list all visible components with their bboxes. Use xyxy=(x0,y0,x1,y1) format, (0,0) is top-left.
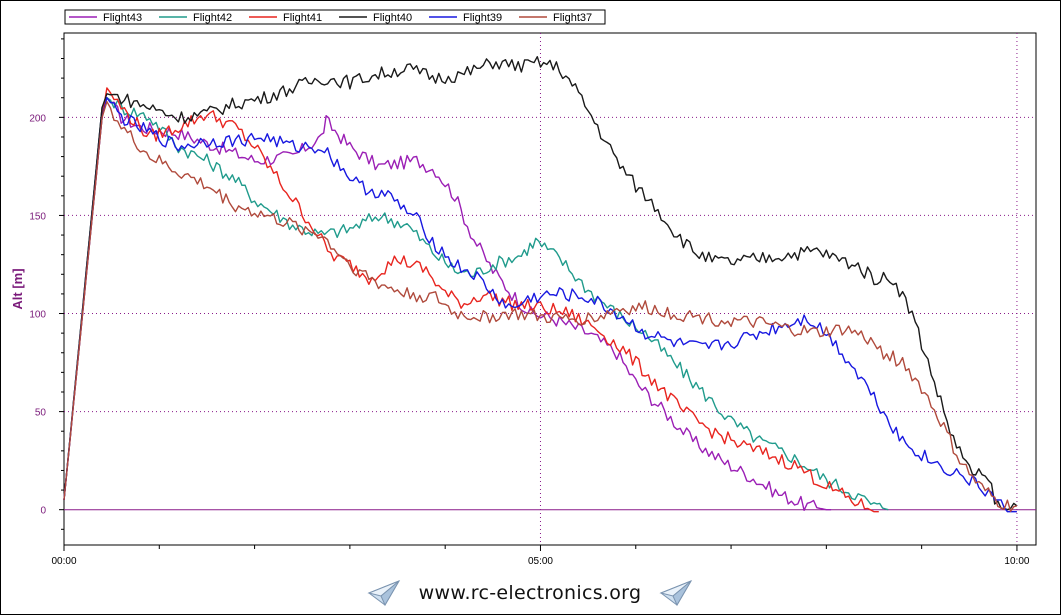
legend-item-flight43[interactable]: Flight43 xyxy=(103,12,142,24)
footer-banner: www.rc-electronics.org xyxy=(360,573,700,613)
legend-item-flight41[interactable]: Flight41 xyxy=(283,12,322,24)
legend-box xyxy=(64,9,606,25)
series-line-flight42 xyxy=(63,96,889,511)
series-line-flight43 xyxy=(63,96,832,511)
y-tick-label: 50 xyxy=(35,408,47,419)
y-tick-label: 0 xyxy=(40,506,46,517)
series-line-flight41 xyxy=(63,87,879,513)
plot-area xyxy=(63,32,1037,546)
legend[interactable]: Flight43 Flight42 Flight41 Flight40 Flight39… xyxy=(64,9,606,25)
legend-item-flight40[interactable]: Flight40 xyxy=(373,12,412,24)
series-line-flight39 xyxy=(63,96,1017,513)
series-lines xyxy=(63,56,1018,513)
grid-lines xyxy=(64,33,1036,545)
legend-item-flight39[interactable]: Flight39 xyxy=(463,12,502,24)
website-url[interactable]: www.rc-electronics.org xyxy=(418,582,642,604)
y-tick-label: 150 xyxy=(29,211,46,222)
paper-plane-icon xyxy=(367,579,400,607)
y-axis-label: Alt [m] xyxy=(10,268,25,309)
x-tick-label: 10:00 xyxy=(1004,556,1029,567)
y-tick-label: 100 xyxy=(29,310,46,321)
altitude-chart: 0 50 100 150 200 00:00 05:00 10:00 Alt [m] Flig… xyxy=(10,9,1037,567)
axis-ticks: 0 50 100 150 200 00:00 05:00 10:00 xyxy=(29,38,1030,567)
series-line-flight37 xyxy=(63,100,1018,512)
legend-item-flight37[interactable]: Flight37 xyxy=(553,12,592,24)
x-tick-label: 00:00 xyxy=(51,556,76,567)
series-line-flight40 xyxy=(63,56,1018,511)
x-tick-label: 05:00 xyxy=(528,556,553,567)
y-tick-label: 200 xyxy=(29,113,46,124)
paper-plane-icon xyxy=(659,579,693,607)
legend-item-flight42[interactable]: Flight42 xyxy=(193,12,232,24)
